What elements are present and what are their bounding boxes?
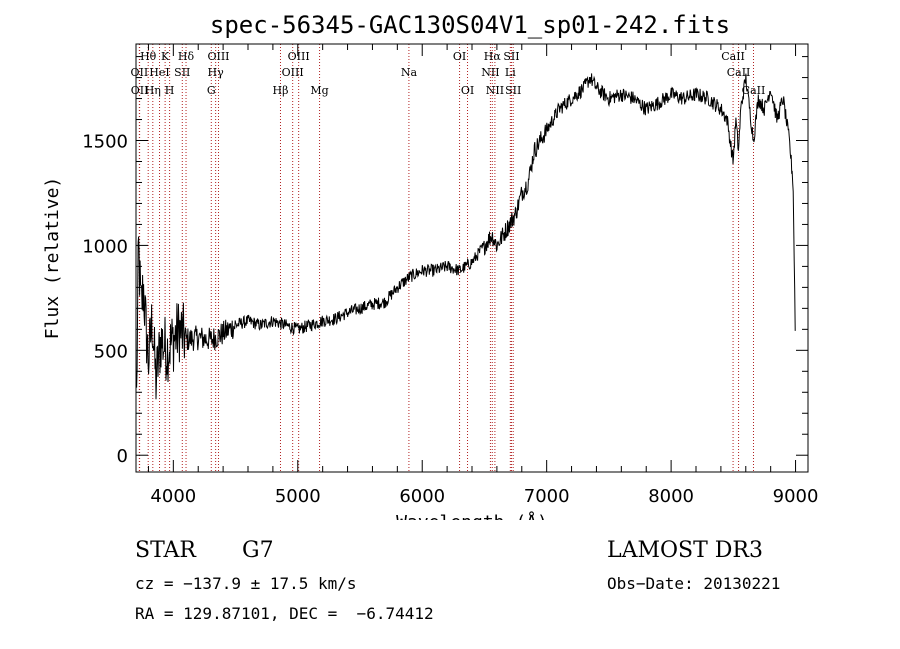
line-label-12: Hγ bbox=[208, 66, 225, 79]
line-label-9: OII bbox=[131, 66, 149, 79]
y-tick-label-0: 0 bbox=[117, 446, 128, 467]
line-label-16: Li bbox=[505, 66, 516, 79]
plot-frame bbox=[135, 43, 809, 473]
line-label-13: OIII bbox=[282, 66, 304, 79]
chart-title: spec-56345-GAC130S04V1_sp01-242.fits bbox=[210, 11, 730, 39]
line-label-10: HeI bbox=[149, 66, 169, 79]
line-label-18: OII bbox=[131, 84, 149, 97]
survey-name: LAMOST DR3 bbox=[607, 538, 763, 563]
line-label-7: SII bbox=[503, 50, 519, 63]
y-axis-ticks: 0 500 1000 1500 bbox=[82, 56, 808, 467]
line-label-23: Mg bbox=[310, 84, 328, 97]
line-label-0: Hθ bbox=[140, 50, 157, 63]
line-label-27: CaII bbox=[742, 84, 766, 97]
line-label-22: Hβ bbox=[273, 84, 289, 97]
line-label-20: H bbox=[165, 84, 175, 97]
line-label-25: NII bbox=[486, 84, 504, 97]
line-label-11: SII bbox=[174, 66, 190, 79]
x-tick-label-2: 6000 bbox=[399, 486, 445, 507]
x-tick-label-5: 9000 bbox=[773, 486, 819, 507]
line-label-1: K bbox=[161, 50, 170, 63]
line-label-15: NII bbox=[481, 66, 499, 79]
coordinates: RA = 129.87101, DEC = −6.74412 bbox=[135, 604, 434, 623]
line-label-24: OI bbox=[461, 84, 474, 97]
x-tick-label-3: 7000 bbox=[524, 486, 570, 507]
y-axis-label: Flux (relative) bbox=[42, 177, 63, 340]
line-label-26: SII bbox=[505, 84, 521, 97]
x-tick-label-1: 5000 bbox=[275, 486, 321, 507]
line-label-8: CaII bbox=[721, 50, 745, 63]
y-tick-label-2: 1000 bbox=[82, 236, 128, 257]
line-label-6: Hα bbox=[484, 50, 502, 63]
observation-date: Obs−Date: 20130221 bbox=[607, 574, 781, 593]
redshift-velocity: cz = −137.9 ± 17.5 km/s bbox=[135, 574, 357, 593]
spectral-line-markers bbox=[138, 44, 754, 472]
line-label-4: OIII bbox=[288, 50, 310, 63]
line-label-19: Hη bbox=[145, 84, 161, 97]
x-tick-label-0: 4000 bbox=[150, 486, 196, 507]
line-label-5: OI bbox=[453, 50, 466, 63]
line-label-21: G bbox=[207, 84, 216, 97]
spectrum-chart: spec-56345-GAC130S04V1_sp01-242.fits Hθ K… bbox=[42, 11, 819, 520]
y-tick-label-3: 1500 bbox=[82, 132, 128, 153]
object-class: STAR bbox=[135, 538, 196, 563]
y-tick-label-1: 500 bbox=[94, 341, 128, 362]
line-label-3: OIII bbox=[207, 50, 229, 63]
line-label-2: Hδ bbox=[178, 50, 195, 63]
x-axis-ticks: 4000 5000 6000 7000 8000 9000 bbox=[147, 44, 819, 507]
x-axis-label: Wavelength (Å) bbox=[396, 511, 548, 520]
object-subclass: G7 bbox=[242, 538, 274, 563]
x-tick-label-4: 8000 bbox=[648, 486, 694, 507]
spectrum-line bbox=[136, 73, 796, 400]
line-label-17: CaII bbox=[727, 66, 751, 79]
line-label-14: Na bbox=[401, 66, 418, 79]
